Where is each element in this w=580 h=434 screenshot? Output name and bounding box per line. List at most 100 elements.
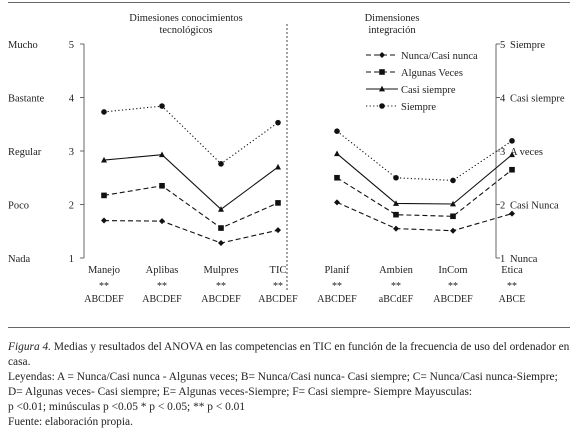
right-y-tick-label: 3 [500,147,505,158]
right-y-tick-label: 5 [500,40,505,51]
contrast-label: ABCDEF [84,294,124,305]
data-point-algunas-veces [393,211,399,218]
data-point-siempre [101,109,107,115]
contrast-label: ABCDEF [142,294,182,305]
series-casi-siempre [101,150,515,212]
left-y-tick-label: 3 [69,147,74,158]
right-y-tick-label: 2 [500,201,505,212]
right-y-tick-label: 4 [500,94,506,105]
caption-title: Figura 4. Medias y resultados del ANOVA … [8,340,572,370]
significance-label: ** [99,281,109,292]
category-label: Manejo [88,265,120,276]
data-point-siempre [393,174,399,181]
anova-line-chart: Nada 1 Poco 2 Regular 3 Bastante 4 Mucho 5 1 Nunca 2… [8,13,565,305]
left-y-tick-label: 5 [69,40,74,51]
data-point-siempre [450,177,456,184]
data-point-casi-siempre [101,156,107,163]
legend-marker [379,69,385,75]
series-nunca-casi-nunca [101,199,515,247]
category-label: Planif [324,265,350,276]
data-point-siempre [218,161,224,167]
data-point-siempre [275,119,281,126]
panel-title: Dimensiones [365,13,420,24]
left-y-label: Nada [8,254,30,265]
caption-description: Medias y resultados del ANOVA en las com… [8,341,570,368]
category-label: Ambien [379,265,414,276]
data-point-nunca-casi-nunca [334,199,340,206]
significance-label: ** [448,281,458,292]
right-y-tick-label: 1 [500,254,505,265]
legend-marker [379,103,385,109]
legend-marker [379,85,385,92]
data-point-casi-siempre [334,150,340,157]
contrast-label: ABCDEF [317,294,357,305]
left-y-label: Regular [8,147,42,158]
category-label: TIC [270,265,287,276]
data-point-siempre [159,103,165,109]
data-point-nunca-casi-nunca [218,240,224,247]
series-line-casi-siempre [336,153,513,205]
legend: Nunca/Casi nunca Algunas Veces Casi siempr… [366,51,478,113]
right-y-label: Casi Nunca [510,201,559,212]
caption-source: Fuente: elaboración propia. [8,416,133,428]
data-point-nunca-casi-nunca [159,218,165,225]
data-point-algunas-veces [218,225,224,231]
significance-label: ** [273,281,283,292]
caption-legend: Leyendas: A = Nunca/Casi nunca - Algunas… [8,371,558,398]
contrast-label: ABCE [499,294,526,305]
data-point-algunas-veces [509,166,515,173]
category-label: InCom [438,265,467,276]
top-rule [8,2,570,3]
data-point-casi-siempre [393,200,399,206]
figure-caption: Figura 4. Medias y resultados del ANOVA … [8,340,572,430]
category-label: Etica [501,265,523,276]
legend-label: Casi siempre [401,85,456,96]
data-point-algunas-veces [101,192,107,199]
panel-title: integración [368,25,416,36]
data-point-siempre [334,128,340,135]
series-siempre [101,103,515,184]
left-y-tick-label: 2 [69,201,74,212]
contrast-label: aBCdEF [379,294,414,305]
data-point-algunas-veces [450,213,456,220]
data-point-casi-siempre [159,151,165,158]
left-y-tick-label: 1 [69,254,74,265]
right-y-label: Siempre [510,40,545,51]
data-point-nunca-casi-nunca [101,217,107,224]
left-y-label: Poco [8,201,29,212]
figure-label: Figura 4. [8,341,52,353]
significance-label: ** [391,281,401,292]
significance-label: ** [507,281,517,292]
data-point-casi-siempre [509,151,515,158]
series-algunas-veces [101,166,515,231]
legend-label: Siempre [401,102,436,113]
left-y-label: Mucho [8,40,38,51]
caption-rule [8,327,570,328]
data-point-casi-siempre [450,200,456,207]
significance-label: ** [157,281,167,292]
series-line-siempre [103,105,279,165]
series-line-nunca-casi-nunca [336,201,513,232]
series-layer [101,103,515,247]
axes: Nada 1 Poco 2 Regular 3 Bastante 4 Mucho 5 1 Nunca 2… [8,24,565,292]
data-point-nunca-casi-nunca [450,227,456,234]
contrast-label: ABCDEF [433,294,473,305]
data-point-algunas-veces [159,182,165,189]
category-label: Mulpres [204,265,239,276]
series-line-nunca-casi-nunca [103,220,279,244]
contrast-label: ABCDEF [258,294,298,305]
category-label: Aplibas [146,265,179,276]
right-y-label: Nunca [510,254,538,265]
right-y-label: A veces [510,147,543,158]
contrast-label: ABCDEF [201,294,241,305]
left-y-tick-label: 4 [69,94,75,105]
data-point-nunca-casi-nunca [393,225,399,232]
left-y-label: Bastante [8,94,44,105]
right-y-label: Casi siempre [510,94,565,105]
panel-title: tecnológicos [159,25,212,36]
series-line-algunas-veces [336,169,513,217]
data-point-algunas-veces [275,200,281,206]
data-point-casi-siempre [275,163,281,170]
data-point-nunca-casi-nunca [275,227,281,234]
significance-label: ** [332,281,342,292]
